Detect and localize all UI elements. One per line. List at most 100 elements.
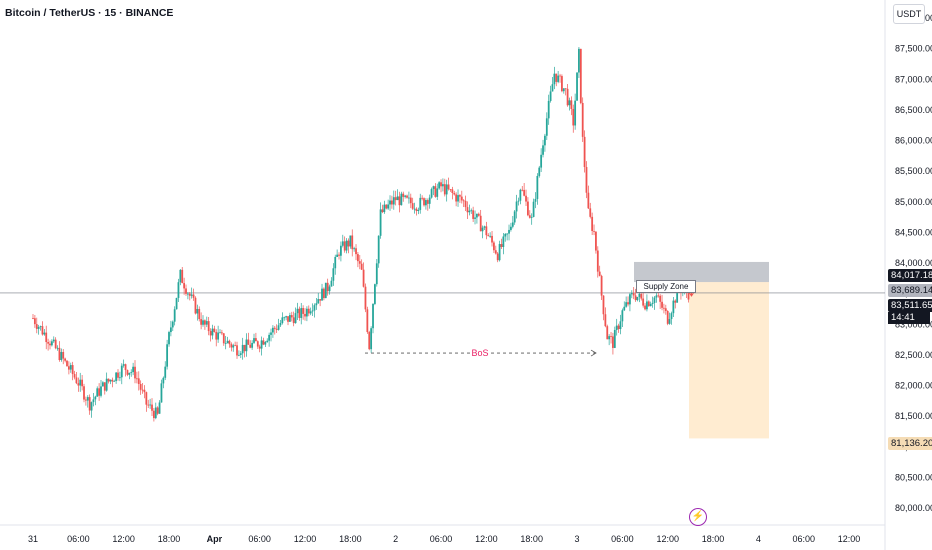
candle-body (264, 342, 267, 345)
candle-body (617, 325, 620, 330)
x-tick-label: 06:00 (248, 534, 271, 544)
candle-body (71, 365, 74, 375)
candle-body (185, 288, 187, 294)
candle-body (392, 197, 395, 205)
y-tick-label: 82,000.00 (895, 381, 932, 391)
candle-body (43, 332, 46, 335)
candle-body (385, 204, 388, 209)
candle-body (411, 203, 414, 209)
candle-body (591, 216, 594, 232)
candle-body (496, 253, 499, 261)
candle-body (613, 330, 616, 348)
candle-body (457, 195, 459, 202)
candle-body (234, 345, 237, 347)
candle-body (192, 294, 195, 298)
candle-body (213, 328, 216, 332)
candle-body (581, 102, 584, 137)
x-tick-label: 12:00 (838, 534, 861, 544)
candle-body (241, 344, 244, 354)
candle-body (425, 200, 427, 206)
candle-body (323, 288, 325, 299)
x-tick-label: 31 (28, 534, 38, 544)
candle-body (625, 302, 628, 307)
candle-body (67, 366, 70, 370)
candle-body (351, 235, 354, 250)
candle-body (408, 197, 410, 199)
y-tick-label: 83,000.00 (895, 319, 932, 329)
candle-body (130, 372, 133, 373)
candle-body (37, 326, 40, 329)
candle-body (464, 200, 467, 208)
candle-body (281, 317, 284, 324)
candle-body (666, 310, 669, 324)
currency-selector[interactable]: USDT (893, 4, 925, 24)
x-tick-label: 12:00 (656, 534, 679, 544)
candle-body (151, 404, 153, 411)
candle-body (579, 48, 582, 103)
candle-body (175, 297, 178, 310)
candle-body (451, 189, 454, 194)
candle-body (300, 308, 303, 318)
candle-body (107, 378, 110, 382)
y-tick-label: 80,000.00 (895, 503, 932, 513)
candle-body (623, 306, 626, 311)
candle-body (302, 308, 305, 314)
candle-body (653, 297, 656, 303)
candle-body (294, 313, 297, 324)
candle-body (270, 332, 272, 335)
candle-body (224, 343, 227, 344)
y-tick-label: 85,500.00 (895, 166, 932, 176)
candle-countdown: 14:41 (888, 312, 930, 324)
candle-body (644, 305, 646, 310)
x-tick-label: 06:00 (67, 534, 90, 544)
candle-body (179, 269, 182, 283)
candle-body (630, 293, 633, 295)
candle-body (589, 208, 592, 217)
candle-body (256, 341, 259, 347)
candle-body (561, 76, 563, 92)
candle-body (100, 386, 102, 396)
candle-body (434, 186, 437, 197)
candle-body (544, 135, 546, 146)
candle-body (619, 321, 622, 330)
candle-body (442, 184, 444, 187)
candle-body (610, 336, 612, 337)
candle-body (262, 340, 265, 345)
candle-body (332, 268, 335, 281)
candle-body (528, 215, 531, 218)
candle-body (477, 213, 480, 216)
x-tick-label: 06:00 (611, 534, 634, 544)
candle-body (419, 197, 422, 210)
candle-body (181, 269, 184, 284)
candle-body (39, 326, 42, 328)
candle-body (479, 215, 482, 232)
y-tick-label: 84,500.00 (895, 227, 932, 237)
candle-body (559, 75, 561, 77)
candle-body (296, 308, 299, 314)
candle-body (84, 399, 87, 401)
candle-body (400, 193, 403, 206)
candle-body (389, 200, 391, 205)
candle-body (177, 282, 180, 298)
candle-body (105, 378, 108, 391)
y-tick-label: 86,000.00 (895, 136, 932, 146)
candle-body (402, 193, 405, 197)
candle-body (190, 294, 193, 296)
candle-body (476, 213, 478, 218)
supply-top-price-flag: 84,017.18 (888, 269, 932, 282)
target-zone (689, 282, 769, 439)
candle-body (634, 295, 637, 301)
candle-body (353, 248, 356, 250)
candle-body (183, 283, 186, 289)
lightning-bolt-icon[interactable]: ⚡ (689, 508, 707, 526)
candle-body (35, 324, 38, 329)
candle-body (324, 282, 327, 299)
candle-body (215, 331, 218, 340)
candle-body (485, 226, 488, 236)
candle-body (101, 382, 104, 387)
candle-body (362, 269, 365, 287)
candle-body (186, 293, 189, 295)
candle-body (164, 366, 167, 378)
candle-body (576, 72, 578, 101)
